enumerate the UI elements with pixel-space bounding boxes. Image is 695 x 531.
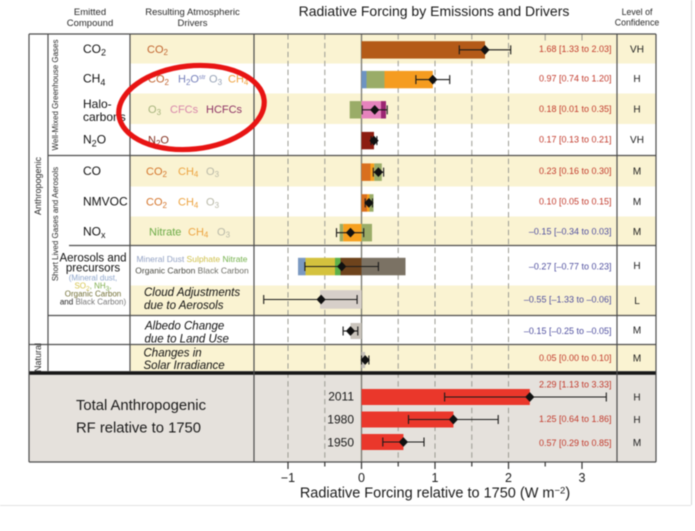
- svg-text:0.97 [0.74 to 1.20]: 0.97 [0.74 to 1.20]: [539, 74, 612, 84]
- svg-text:O3: O3: [206, 197, 220, 210]
- svg-text:M: M: [633, 197, 641, 208]
- svg-text:carbons: carbons: [83, 110, 126, 124]
- svg-text:Short Lived Gases and Aerosols: Short Lived Gases and Aerosols: [51, 167, 60, 281]
- svg-text:Total Anthropogenic: Total Anthropogenic: [76, 398, 207, 414]
- svg-text:Mineral Dust Sulphate Nitrate: Mineral Dust Sulphate Nitrate: [136, 254, 247, 264]
- svg-text:Changes in: Changes in: [144, 348, 202, 360]
- svg-text:CH4: CH4: [188, 226, 209, 239]
- svg-text:CO2: CO2: [146, 166, 168, 179]
- svg-text:SO2, NH3,: SO2, NH3,: [74, 282, 111, 293]
- svg-text:–0.15 [–0.34 to 0.03]: –0.15 [–0.34 to 0.03]: [529, 226, 612, 236]
- svg-text:Drivers: Drivers: [177, 18, 207, 29]
- svg-text:CO2: CO2: [83, 42, 106, 58]
- svg-text:N2O: N2O: [83, 133, 106, 149]
- svg-text:Nitrate: Nitrate: [149, 226, 181, 238]
- svg-text:H: H: [633, 415, 640, 426]
- svg-text:Resulting Atmospheric: Resulting Atmospheric: [145, 7, 240, 18]
- svg-text:M: M: [633, 353, 641, 364]
- svg-text:Emitted: Emitted: [74, 7, 106, 18]
- svg-text:1980: 1980: [327, 413, 354, 427]
- svg-text:0.23 [0.16 to 0.30]: 0.23 [0.16 to 0.30]: [539, 166, 612, 176]
- svg-text:CH4: CH4: [178, 197, 199, 210]
- svg-text:CH4: CH4: [178, 166, 199, 179]
- svg-text:Organic Carbon Black Carbon: Organic Carbon Black Carbon: [135, 266, 249, 276]
- svg-text:1.25 [0.64 to 1.86]: 1.25 [0.64 to 1.86]: [539, 414, 612, 424]
- svg-text:due to Land Use: due to Land Use: [145, 334, 229, 346]
- svg-text:Solar Irradiance: Solar Irradiance: [144, 360, 225, 372]
- svg-text:CO2: CO2: [147, 44, 169, 57]
- svg-text:CO2: CO2: [146, 197, 168, 210]
- svg-text:Compound: Compound: [67, 18, 113, 29]
- svg-text:M: M: [633, 326, 641, 337]
- svg-text:1: 1: [432, 471, 439, 485]
- svg-text:H: H: [633, 393, 640, 404]
- svg-text:HCFCs: HCFCs: [206, 104, 243, 116]
- svg-text:Radiative Forcing by Emissions: Radiative Forcing by Emissions and Drive…: [299, 3, 570, 19]
- svg-text:M: M: [633, 227, 641, 238]
- svg-text:NMVOC: NMVOC: [83, 195, 128, 209]
- svg-text:O3: O3: [206, 166, 220, 179]
- svg-text:1.68 [1.33 to 2.03]: 1.68 [1.33 to 2.03]: [539, 44, 612, 54]
- svg-text:and Black Carbon): and Black Carbon): [60, 298, 127, 307]
- svg-text:O3: O3: [148, 104, 162, 117]
- svg-text:VH: VH: [630, 44, 644, 55]
- svg-text:Halo-: Halo-: [83, 97, 112, 111]
- svg-text:Aerosols and: Aerosols and: [59, 253, 126, 265]
- svg-text:Albedo Change: Albedo Change: [144, 321, 224, 333]
- svg-text:CO: CO: [83, 164, 101, 178]
- svg-text:O3: O3: [217, 226, 231, 239]
- svg-text:(Mineral dust,: (Mineral dust,: [69, 274, 117, 283]
- svg-text:H2Ostr: H2Ostr: [178, 74, 206, 87]
- svg-text:RF relative to 1750: RF relative to 1750: [76, 421, 201, 437]
- svg-text:VH: VH: [630, 135, 644, 146]
- svg-text:due to Aerosols: due to Aerosols: [144, 300, 224, 312]
- svg-text:3: 3: [579, 471, 586, 485]
- svg-text:0.18 [0.01 to 0.35]: 0.18 [0.01 to 0.35]: [539, 104, 612, 114]
- svg-text:Cloud Adjustments: Cloud Adjustments: [144, 287, 240, 299]
- svg-text:0.05 [0.00 to 0.10]: 0.05 [0.00 to 0.10]: [539, 353, 612, 363]
- svg-text:O3: O3: [209, 74, 223, 87]
- svg-text:H: H: [633, 261, 640, 272]
- svg-text:0: 0: [358, 471, 365, 485]
- svg-text:Organic Carbon: Organic Carbon: [65, 290, 121, 299]
- svg-text:Level of: Level of: [622, 7, 653, 17]
- svg-text:–0.15 [–0.25 to –0.05]: –0.15 [–0.25 to –0.05]: [524, 326, 612, 336]
- svg-text:CH4: CH4: [83, 72, 105, 88]
- svg-text:–0.55 [–1.33 to –0.06]: –0.55 [–1.33 to –0.06]: [524, 295, 612, 305]
- svg-text:0.17 [0.13 to 0.21]: 0.17 [0.13 to 0.21]: [539, 135, 612, 145]
- svg-text:H: H: [633, 104, 640, 115]
- svg-text:H: H: [633, 74, 640, 85]
- svg-text:2.29 [1.13 to 3.33]: 2.29 [1.13 to 3.33]: [539, 380, 612, 390]
- svg-text:M: M: [633, 438, 641, 449]
- svg-text:−1: −1: [281, 471, 295, 485]
- svg-text:Radiative Forcing relative to: Radiative Forcing relative to 1750 (W m−…: [300, 486, 570, 502]
- svg-text:–0.27 [–0.77 to 0.23]: –0.27 [–0.77 to 0.23]: [529, 262, 612, 272]
- svg-text:M: M: [633, 166, 641, 177]
- svg-text:precursors: precursors: [66, 263, 121, 275]
- svg-text:NOx: NOx: [83, 224, 106, 240]
- svg-text:0.57 [0.29 to 0.85]: 0.57 [0.29 to 0.85]: [539, 438, 612, 448]
- svg-text:0.10 [0.05 to 0.15]: 0.10 [0.05 to 0.15]: [539, 197, 612, 207]
- svg-text:L: L: [634, 296, 640, 307]
- svg-text:Well-Mixed Greenhouse Gases: Well-Mixed Greenhouse Gases: [51, 39, 60, 150]
- svg-text:2: 2: [505, 471, 512, 485]
- svg-text:2011: 2011: [328, 390, 354, 404]
- svg-text:N2O: N2O: [148, 135, 169, 148]
- svg-text:CFCs: CFCs: [170, 104, 199, 116]
- svg-text:CH4: CH4: [228, 74, 249, 87]
- svg-text:1950: 1950: [327, 436, 354, 450]
- svg-text:Confidence: Confidence: [615, 18, 660, 28]
- svg-text:Anthropogenic: Anthropogenic: [33, 156, 43, 215]
- svg-text:Natural: Natural: [33, 343, 43, 372]
